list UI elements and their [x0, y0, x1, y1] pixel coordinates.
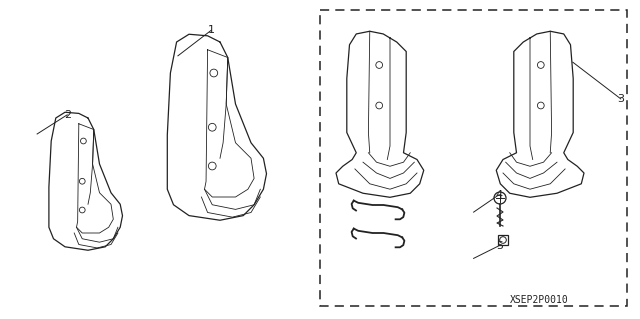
Text: 5: 5: [496, 241, 502, 251]
Text: XSEP2P0010: XSEP2P0010: [510, 295, 569, 305]
Text: 2: 2: [63, 110, 71, 120]
Text: 4: 4: [495, 189, 503, 200]
Bar: [320, 10, 627, 306]
Text: 3: 3: [618, 94, 624, 104]
Text: 1: 1: [208, 25, 214, 35]
Bar: [498, 235, 508, 245]
